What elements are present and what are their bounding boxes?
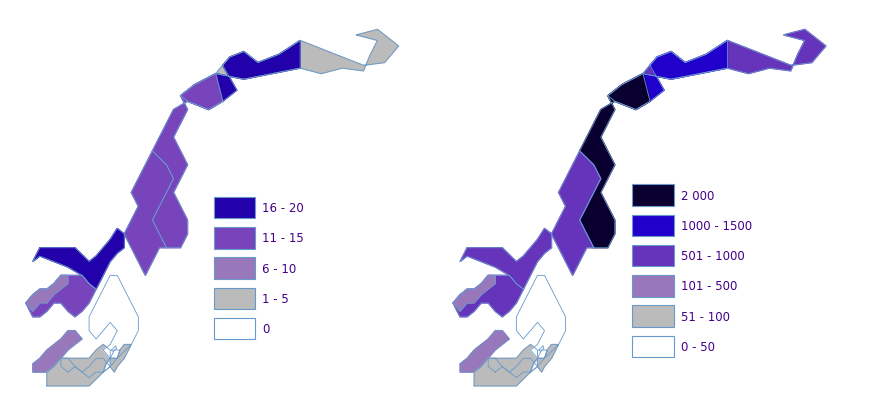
Polygon shape <box>33 229 125 290</box>
Polygon shape <box>103 350 120 372</box>
Polygon shape <box>460 229 552 290</box>
Polygon shape <box>539 346 544 351</box>
Polygon shape <box>33 331 82 372</box>
Text: 0 - 50: 0 - 50 <box>681 340 715 353</box>
Polygon shape <box>110 344 132 372</box>
Polygon shape <box>153 74 222 248</box>
Polygon shape <box>608 41 727 110</box>
Text: 2 000: 2 000 <box>681 189 714 202</box>
Polygon shape <box>112 346 117 351</box>
Polygon shape <box>474 358 537 386</box>
Text: 51 - 100: 51 - 100 <box>681 310 730 323</box>
Polygon shape <box>460 331 509 372</box>
Polygon shape <box>215 30 399 80</box>
Polygon shape <box>26 276 68 311</box>
Polygon shape <box>580 74 650 248</box>
Polygon shape <box>47 358 110 386</box>
Polygon shape <box>89 276 139 358</box>
Polygon shape <box>453 276 495 311</box>
Polygon shape <box>26 276 96 317</box>
Polygon shape <box>537 344 559 372</box>
Polygon shape <box>453 276 523 317</box>
Text: 1 - 5: 1 - 5 <box>262 292 290 305</box>
Polygon shape <box>643 30 826 80</box>
Text: 501 - 1000: 501 - 1000 <box>681 249 745 263</box>
Polygon shape <box>516 276 566 358</box>
Polygon shape <box>552 152 601 276</box>
Text: 0: 0 <box>262 322 269 335</box>
Text: 1000 - 1500: 1000 - 1500 <box>681 219 753 233</box>
Polygon shape <box>530 350 548 372</box>
Text: 11 - 15: 11 - 15 <box>262 232 304 245</box>
Polygon shape <box>125 152 174 276</box>
Polygon shape <box>488 344 537 378</box>
Polygon shape <box>181 41 300 110</box>
Text: 101 - 500: 101 - 500 <box>681 280 738 293</box>
Polygon shape <box>61 344 110 378</box>
Text: 6 - 10: 6 - 10 <box>262 262 296 275</box>
Text: 16 - 20: 16 - 20 <box>262 202 304 215</box>
